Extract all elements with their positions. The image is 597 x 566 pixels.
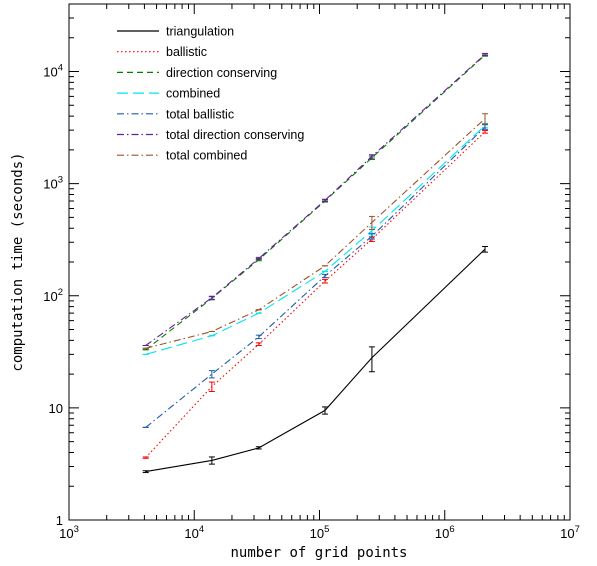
x-tick-label: 107	[560, 524, 580, 541]
x-tick-labels: 103 104 105 106 107	[59, 524, 580, 541]
y-tick-label: 1	[56, 513, 63, 528]
y-tick-label: 104	[43, 63, 63, 80]
y-tick-labels: 1 10 102 103 104	[43, 63, 63, 528]
x-tick-label: 105	[310, 524, 330, 541]
series-line	[145, 248, 486, 473]
x-tick-label: 106	[435, 524, 455, 541]
series-line	[145, 126, 486, 428]
y-tick-label: 102	[43, 287, 63, 304]
legend-label: total ballistic	[166, 107, 234, 121]
series-total-ballistic	[142, 124, 489, 428]
series-line	[145, 125, 486, 355]
series-line	[145, 118, 486, 349]
legend-label: total direction conserving	[166, 128, 304, 142]
series-combined	[142, 122, 489, 355]
x-tick-label: 104	[184, 524, 204, 541]
series-ballistic	[142, 129, 489, 459]
series-triangulation	[142, 245, 489, 474]
series-line	[145, 54, 486, 351]
series-group	[142, 52, 489, 474]
legend-label: total combined	[166, 149, 247, 163]
minor-ticks	[69, 3, 570, 520]
major-ticks	[68, 4, 571, 521]
series-line	[145, 53, 486, 346]
x-tick-label: 103	[59, 524, 79, 541]
legend-label: combined	[166, 87, 220, 101]
series-line	[145, 131, 486, 458]
y-axis-title: computation time (seconds)	[10, 152, 26, 371]
legend-label: ballistic	[166, 45, 207, 59]
legend-label: direction conserving	[166, 66, 277, 80]
legend: triangulation ballistic direction conservi…	[117, 25, 304, 163]
series-total-combined	[142, 113, 489, 349]
y-tick-label: 103	[43, 175, 63, 192]
y-tick-label: 10	[49, 401, 63, 416]
plot-frame	[68, 3, 571, 521]
series-total-direction-conserving	[142, 52, 489, 347]
x-axis-title: number of grid points	[230, 545, 407, 561]
legend-label: triangulation	[166, 25, 234, 39]
